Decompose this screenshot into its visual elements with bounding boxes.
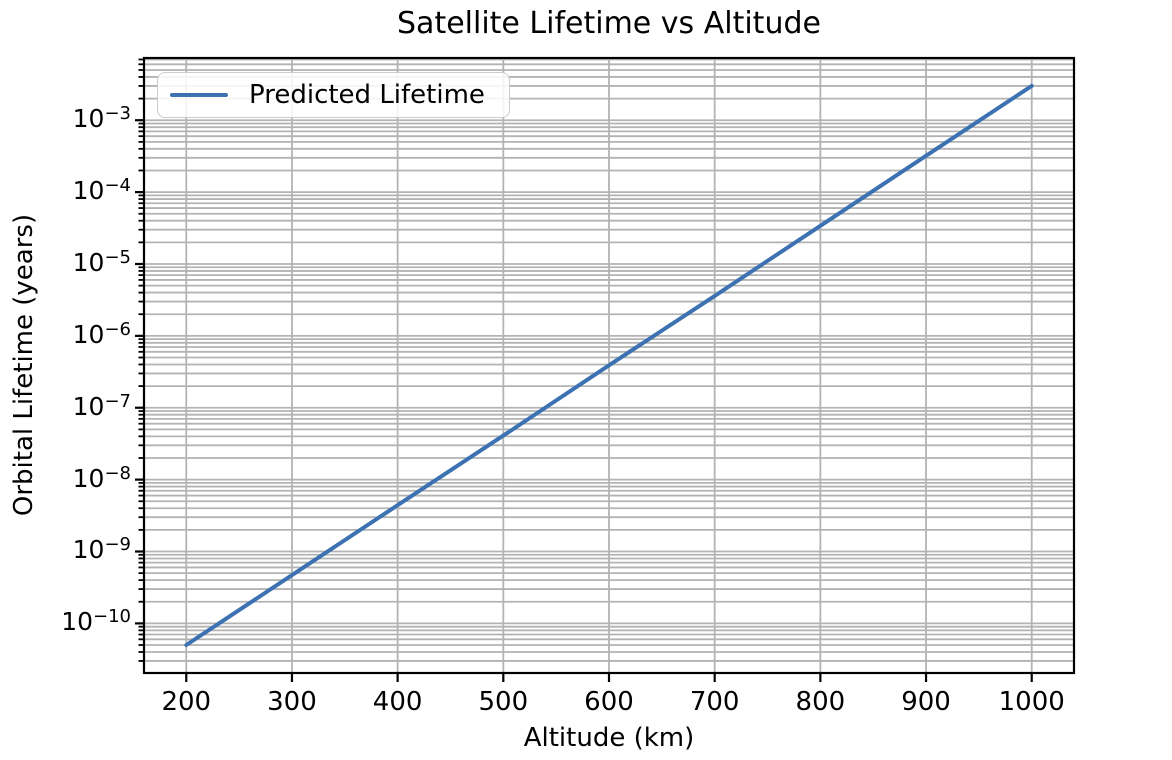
- y-tick-label: 10−9: [72, 534, 131, 565]
- y-tick-label: 10−6: [72, 318, 131, 349]
- y-tick-label: 10−3: [72, 103, 131, 134]
- x-tick-label: 300: [267, 687, 317, 717]
- data-line-predicted-lifetime: [184, 83, 1034, 647]
- x-tick-label: 800: [795, 687, 846, 717]
- y-tick-label: 10−8: [72, 462, 131, 493]
- chart-title: Satellite Lifetime vs Altitude: [397, 6, 821, 41]
- x-tick-label: 500: [478, 687, 529, 717]
- y-tick-label: 10−7: [72, 390, 131, 421]
- y-tick-label: 10−5: [72, 246, 131, 277]
- y-tick-label: 10−10: [61, 606, 131, 637]
- x-tick-label: 700: [689, 687, 740, 717]
- x-tick-label: 900: [901, 687, 951, 717]
- x-tick-label: 400: [372, 687, 423, 717]
- x-tick-label: 200: [161, 687, 212, 717]
- x-tick-label: 600: [584, 687, 634, 717]
- legend: Predicted Lifetime: [157, 72, 510, 118]
- legend-line-sample: [170, 92, 228, 98]
- legend-label: Predicted Lifetime: [249, 80, 485, 110]
- y-tick-label: 10−4: [72, 175, 131, 206]
- x-tick-label: 1000: [998, 687, 1065, 717]
- x-axis-label: Altitude (km): [523, 723, 695, 753]
